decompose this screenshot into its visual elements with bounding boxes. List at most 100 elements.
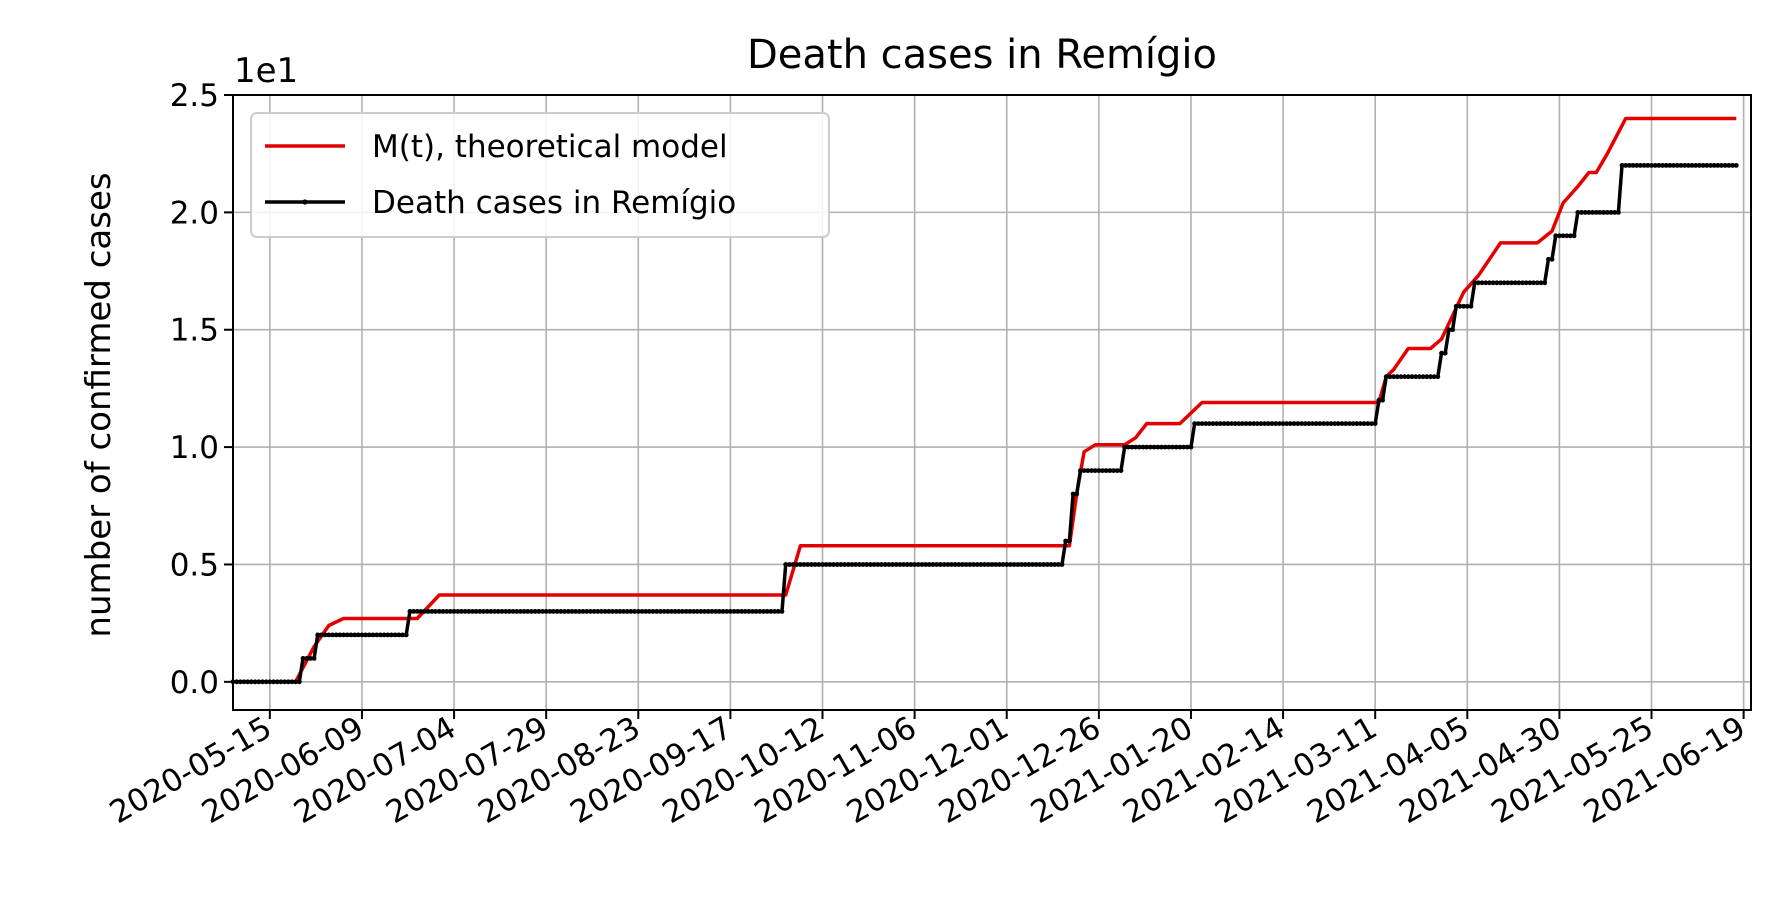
- deaths-point: [1424, 374, 1430, 380]
- deaths-point: [757, 609, 763, 614]
- deaths-markers: [230, 163, 1739, 685]
- deaths-point: [1652, 163, 1658, 168]
- deaths-point: [1369, 421, 1374, 426]
- deaths-point: [753, 609, 759, 614]
- deaths-point: [540, 609, 545, 614]
- y-tick-label: 0.5: [170, 547, 219, 583]
- deaths-point: [1593, 210, 1599, 215]
- deaths-point: [459, 609, 464, 614]
- deaths-point: [787, 562, 792, 567]
- deaths-point: [938, 562, 943, 567]
- deaths-point: [1000, 562, 1006, 567]
- deaths-point: [274, 679, 280, 685]
- deaths-point: [1173, 444, 1179, 450]
- y-axis-label: number of confirmed cases: [79, 172, 119, 637]
- deaths-point: [1262, 421, 1268, 426]
- deaths-point: [713, 609, 719, 614]
- deaths-point: [1306, 421, 1312, 426]
- deaths-point: [1557, 233, 1562, 239]
- deaths-point: [882, 562, 888, 567]
- deaths-point: [1184, 444, 1190, 450]
- deaths-point: [1523, 280, 1529, 286]
- deaths-point: [985, 562, 991, 567]
- deaths-point: [709, 609, 715, 614]
- deaths-point: [1420, 374, 1426, 380]
- deaths-point: [1590, 210, 1595, 215]
- deaths-point: [245, 679, 251, 685]
- deaths-point: [849, 562, 855, 567]
- deaths-point: [768, 609, 774, 614]
- deaths-point: [440, 609, 446, 614]
- deaths-point: [1730, 163, 1735, 168]
- deaths-point: [1254, 421, 1260, 426]
- deaths-point: [1409, 374, 1415, 380]
- deaths-point: [1041, 562, 1046, 567]
- deaths-point: [672, 609, 678, 614]
- deaths-point: [1439, 350, 1444, 356]
- deaths-point: [1232, 421, 1238, 426]
- deaths-point: [890, 562, 895, 567]
- deaths-point: [1582, 210, 1588, 215]
- deaths-point: [1435, 374, 1441, 380]
- deaths-point: [289, 679, 295, 685]
- deaths-point: [1096, 468, 1102, 473]
- deaths-point: [1391, 374, 1396, 380]
- deaths-point: [396, 632, 402, 638]
- deaths-point: [551, 609, 556, 614]
- deaths-point: [1332, 421, 1338, 426]
- deaths-point: [521, 609, 527, 614]
- y-tick-label: 1.0: [170, 430, 219, 466]
- deaths-point: [584, 609, 590, 614]
- deaths-point: [1398, 374, 1404, 380]
- deaths-point: [694, 609, 700, 614]
- deaths-point: [547, 609, 553, 614]
- deaths-point: [1450, 327, 1455, 333]
- deaths-point: [1343, 421, 1349, 426]
- deaths-point: [1037, 562, 1043, 567]
- deaths-point: [1649, 163, 1654, 168]
- deaths-point: [934, 562, 940, 567]
- deaths-point: [580, 609, 586, 614]
- deaths-point: [588, 609, 593, 614]
- deaths-point: [997, 562, 1002, 567]
- deaths-point: [1428, 374, 1433, 380]
- deaths-point: [1361, 421, 1367, 426]
- deaths-point: [488, 609, 494, 614]
- deaths-point: [1103, 468, 1109, 473]
- deaths-point: [1277, 421, 1282, 426]
- deaths-point: [930, 562, 936, 567]
- deaths-point: [1564, 233, 1570, 239]
- deaths-point: [1181, 444, 1186, 450]
- deaths-point: [293, 679, 298, 685]
- deaths-point: [698, 609, 704, 614]
- deaths-point: [381, 632, 387, 638]
- deaths-point: [1350, 421, 1356, 426]
- deaths-point: [1022, 562, 1028, 567]
- deaths-point: [319, 632, 324, 638]
- deaths-point: [436, 609, 442, 614]
- deaths-point: [1273, 421, 1279, 426]
- deaths-point: [260, 679, 265, 685]
- deaths-point: [1107, 468, 1113, 473]
- deaths-point: [433, 609, 438, 614]
- deaths-point: [1251, 421, 1256, 426]
- deaths-point: [650, 609, 656, 614]
- deaths-point: [481, 609, 486, 614]
- deaths-point: [492, 609, 497, 614]
- deaths-point: [805, 562, 811, 567]
- deaths-point: [565, 609, 571, 614]
- y-tick-label: 0.0: [170, 665, 219, 701]
- deaths-point: [1538, 280, 1544, 286]
- deaths-point: [1630, 163, 1636, 168]
- deaths-point: [912, 562, 917, 567]
- deaths-point: [466, 609, 472, 614]
- deaths-point: [1155, 444, 1161, 450]
- deaths-point: [599, 609, 604, 614]
- deaths-point: [448, 609, 453, 614]
- deaths-point: [635, 609, 641, 614]
- deaths-point: [1627, 163, 1632, 168]
- deaths-point: [1324, 421, 1330, 426]
- deaths-point: [1299, 421, 1304, 426]
- deaths-point: [1509, 280, 1514, 286]
- deaths-point: [1383, 374, 1389, 380]
